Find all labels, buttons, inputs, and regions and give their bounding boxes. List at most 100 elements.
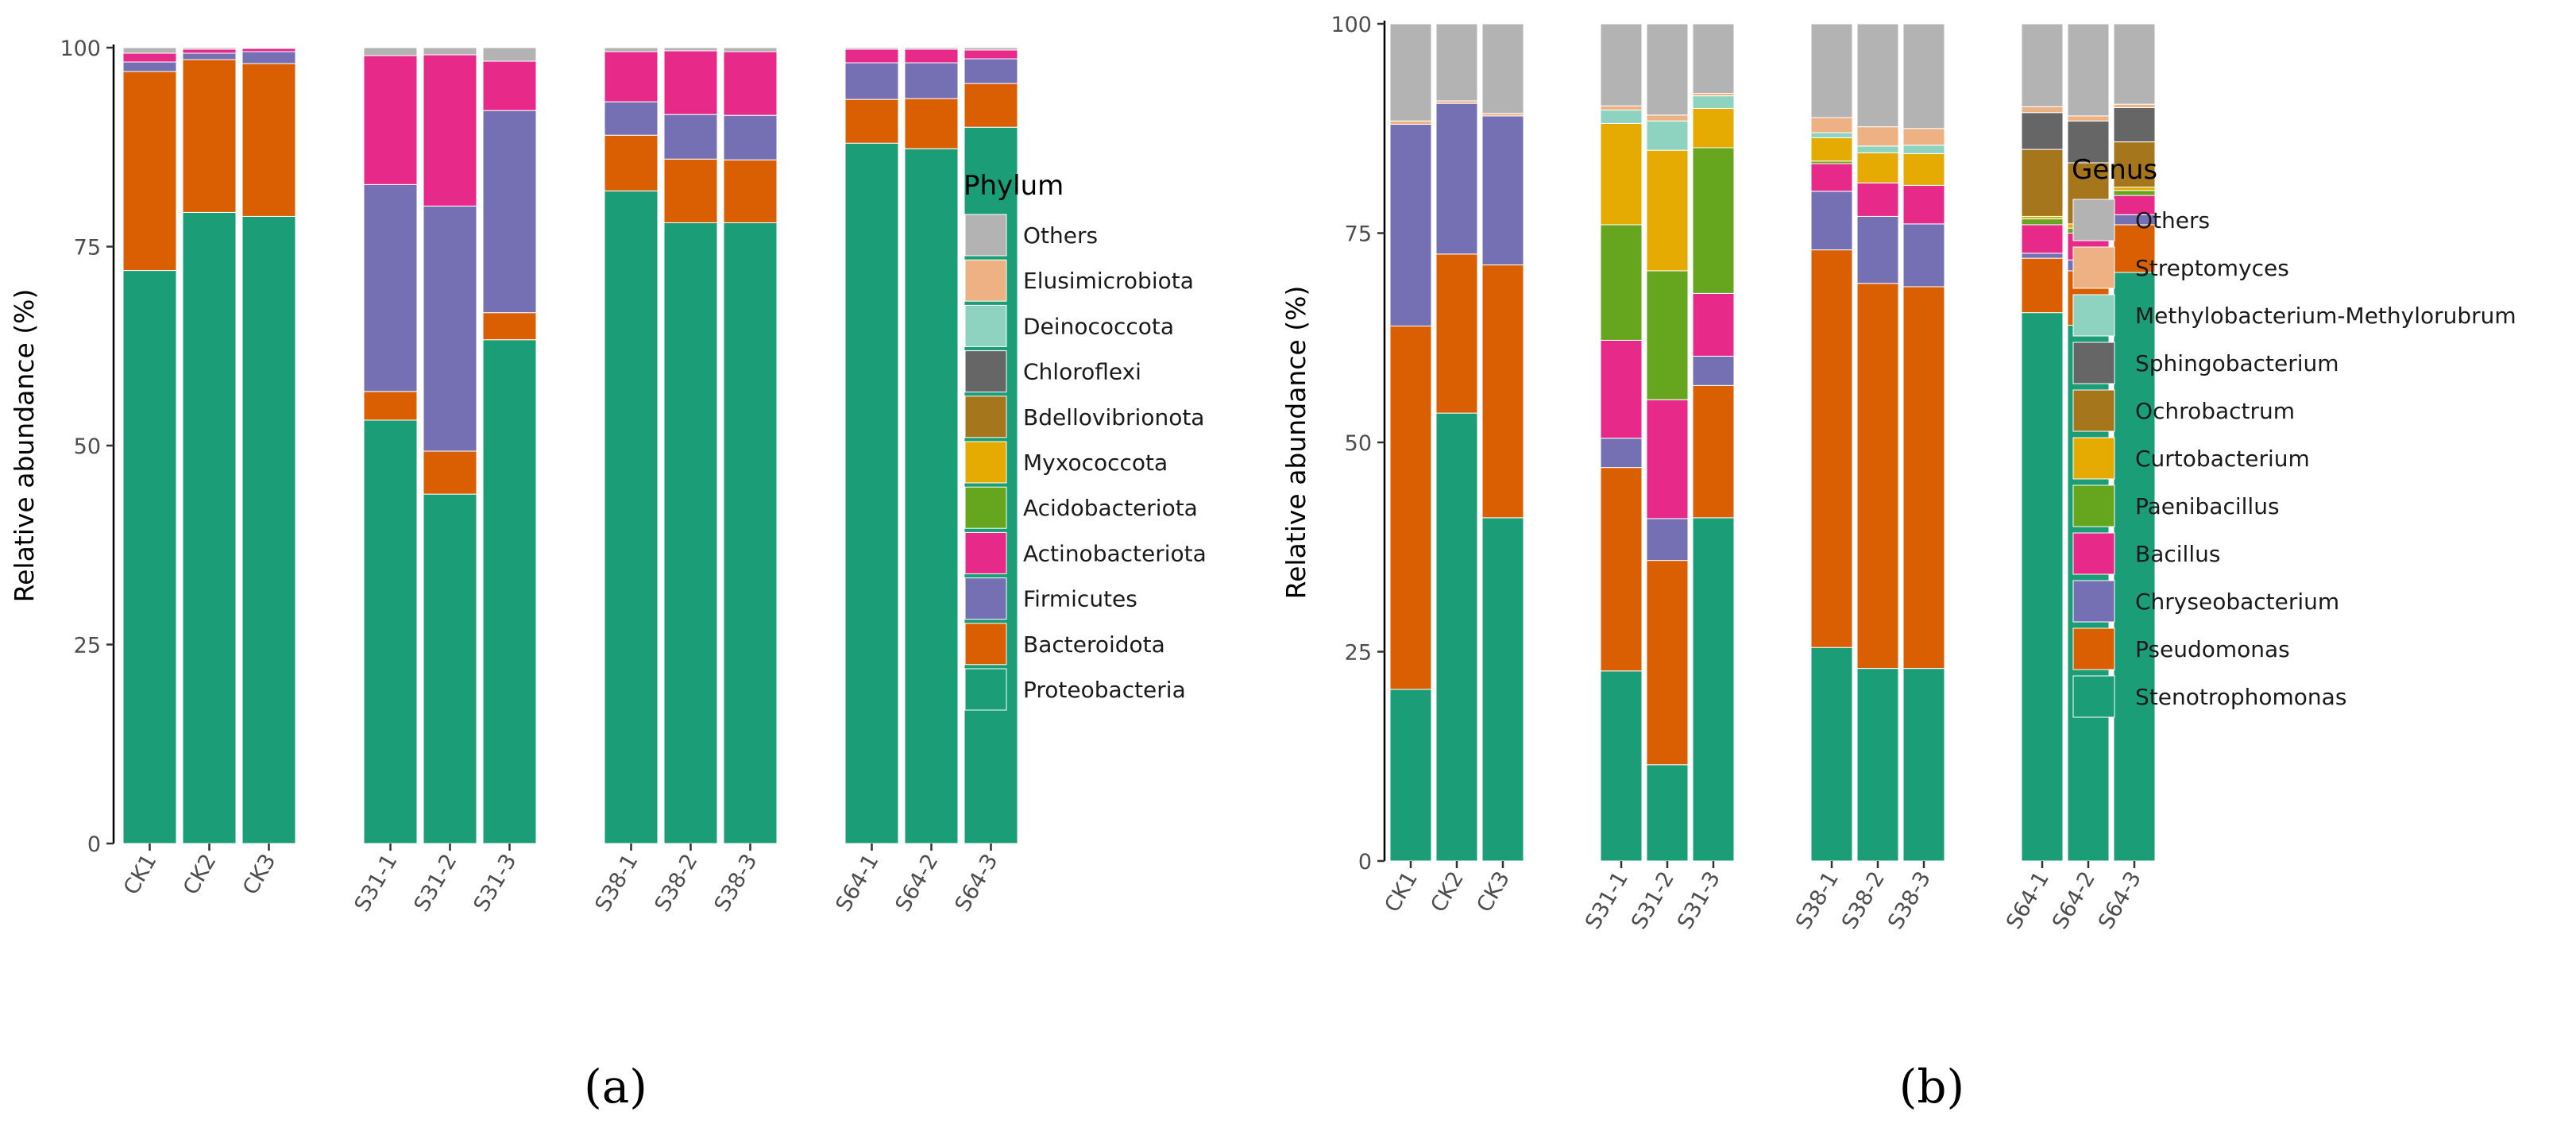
- phylum-y-tick-label-25: 25: [74, 634, 101, 658]
- genus-legend-label-sphingobacterium: Sphingobacterium: [2135, 350, 2339, 376]
- bar-segment-S64-3-actinobacteriota: [964, 49, 1018, 60]
- genus-legend-label-stenotrophomonas: Stenotrophomonas: [2135, 684, 2346, 710]
- bar-segment-CK2-bacteroidota: [182, 59, 237, 213]
- phylum-legend-key-others: [964, 214, 1007, 257]
- bar-segment-S31-2-firmicutes: [423, 205, 477, 452]
- bar-segment-S38-3-firmicutes: [723, 114, 778, 160]
- phylum-legend-key-bacteroidota: [964, 623, 1007, 666]
- bar-segment-S31-3-stenotrophomonas: [1692, 517, 1735, 862]
- bar-segment-S38-1-stenotrophomonas: [1810, 647, 1853, 862]
- genus-bars: [1389, 23, 2156, 862]
- genus-legend-label-streptomyces: Streptomyces: [2135, 255, 2289, 281]
- bar-segment-S64-1-stenotrophomonas: [2021, 312, 2064, 862]
- bar-segment-S31-2-curtobacterium: [1646, 149, 1689, 272]
- phylum-legend-label-acidobacteriota: Acidobacteriota: [1023, 495, 1198, 521]
- phylum-legend-label-bdellovibrionota: Bdellovibrionota: [1023, 404, 1204, 430]
- bar-segment-S38-1-actinobacteriota: [604, 51, 658, 102]
- genus-y-tick-label-25: 25: [1345, 641, 1372, 666]
- genus-legend-label-methylobacterium-methylorubrum: Methylobacterium-Methylorubrum: [2135, 303, 2516, 329]
- bar-segment-CK1-pseudomonas: [1389, 325, 1432, 690]
- bar-segment-S31-3-curtobacterium: [1692, 107, 1735, 149]
- bar-segment-S31-2-others: [423, 47, 477, 56]
- bar-segment-CK3-chryseobacterium: [1481, 115, 1524, 266]
- bar-segment-S38-3-stenotrophomonas: [1902, 668, 1945, 862]
- bar-segment-S38-2-actinobacteriota: [663, 50, 718, 115]
- genus-legend-label-ochrobactrum: Ochrobactrum: [2135, 398, 2295, 424]
- bar-segment-S38-3-streptomyces: [1902, 128, 1945, 146]
- genus-legend: Genus Others Streptomyces Methylobacterium-…: [2072, 154, 2516, 718]
- bar-segment-CK2-actinobacteriota: [182, 48, 237, 54]
- bar-segment-CK1-firmicutes: [122, 61, 177, 72]
- bar-segment-S31-2-bacteroidota: [423, 450, 477, 495]
- bar-segment-S64-1-firmicutes: [844, 62, 899, 100]
- bar-segment-CK3-firmicutes: [241, 51, 296, 64]
- genus-y-tick-label-0: 0: [1358, 850, 1372, 874]
- bar-segment-CK1-bacteroidota: [122, 71, 177, 272]
- bar-segment-S64-2-sphingobacterium: [2067, 120, 2110, 164]
- bar-segment-S38-2-others: [663, 47, 718, 52]
- genus-y-axis-title: Relative abundance (%): [1280, 286, 1311, 600]
- phylum-legend-label-elusimicrobiota: Elusimicrobiota: [1023, 268, 1194, 294]
- bar-segment-S38-3-others: [723, 47, 778, 52]
- bar-segment-S38-1-curtobacterium: [1810, 137, 1853, 162]
- phylum-legend-key-bdellovibrionota: [964, 396, 1007, 438]
- phylum-legend-key-chloroflexi: [964, 350, 1007, 393]
- bar-segment-CK3-pseudomonas: [1481, 264, 1524, 519]
- bar-segment-S38-1-pseudomonas: [1810, 249, 1853, 648]
- bar-segment-S64-2-proteobacteria: [904, 148, 959, 844]
- genus-legend-key-bacillus: [2072, 532, 2115, 575]
- bar-segment-S31-3-paenibacillus: [1692, 147, 1735, 294]
- bar-segment-S38-1-methylobacterium-methylorubrum: [1810, 132, 1853, 138]
- phylum-legend-label-firmicutes: Firmicutes: [1023, 586, 1137, 612]
- genus-legend-label-paenibacillus: Paenibacillus: [2135, 493, 2280, 519]
- bar-segment-S31-3-methylobacterium-methylorubrum: [1692, 95, 1735, 109]
- bar-segment-CK3-others: [1481, 23, 1524, 114]
- genus-legend-key-paenibacillus: [2072, 484, 2115, 527]
- bar-segment-CK1-proteobacteria: [122, 270, 177, 844]
- phylum-legend-label-deinococcota: Deinococcota: [1023, 313, 1174, 339]
- genus-legend-key-streptomyces: [2072, 246, 2115, 289]
- genus-legend-key-stenotrophomonas: [2072, 675, 2115, 718]
- bar-segment-S38-1-bacillus: [1810, 163, 1853, 192]
- bar-segment-S31-2-actinobacteriota: [423, 54, 477, 207]
- bar-segment-S64-1-pseudomonas: [2021, 257, 2064, 314]
- phylum-y-tick-label-75: 75: [74, 236, 101, 261]
- phylum-legend-label-others: Others: [1023, 222, 1098, 249]
- genus-legend-title: Genus: [2072, 154, 2157, 186]
- bar-segment-S38-2-bacillus: [1856, 182, 1899, 217]
- bar-segment-S31-2-pseudomonas: [1646, 560, 1689, 766]
- bar-segment-S31-3-firmicutes: [482, 110, 537, 314]
- phylum-legend-key-firmicutes: [964, 577, 1007, 620]
- bar-segment-S31-3-others: [1692, 23, 1735, 94]
- genus-legend-label-bacillus: Bacillus: [2135, 541, 2220, 567]
- bar-segment-S38-2-firmicutes: [663, 114, 718, 160]
- bar-segment-S64-2-actinobacteriota: [904, 48, 959, 64]
- bar-segment-S31-1-streptomyces: [1600, 105, 1643, 111]
- bar-segment-S38-3-pseudomonas: [1902, 286, 1945, 670]
- bar-segment-S64-1-ochrobactrum: [2021, 149, 2064, 217]
- bar-segment-CK2-others: [1435, 23, 1478, 102]
- genus-y-tick-label-100: 100: [1330, 13, 1372, 37]
- bar-segment-S38-2-curtobacterium: [1856, 152, 1899, 183]
- phylum-legend-label-chloroflexi: Chloroflexi: [1023, 359, 1141, 385]
- phylum-legend-key-proteobacteria: [964, 668, 1007, 711]
- bar-segment-CK3-bacteroidota: [241, 63, 296, 217]
- bar-segment-CK2-proteobacteria: [182, 211, 237, 844]
- bar-segment-CK2-pseudomonas: [1435, 253, 1478, 414]
- phylum-panel-label: (a): [584, 1060, 647, 1114]
- genus-legend-label-others: Others: [2135, 207, 2210, 234]
- bar-segment-S38-2-streptomyces: [1856, 126, 1899, 147]
- bar-segment-S38-3-methylobacterium-methylorubrum: [1902, 145, 1945, 154]
- bar-segment-S38-2-proteobacteria: [663, 222, 718, 844]
- phylum-y-axis-title: Relative abundance (%): [9, 289, 40, 603]
- bar-segment-CK2-stenotrophomonas: [1435, 412, 1478, 862]
- bar-segment-S64-3-bacillus: [2113, 195, 2156, 215]
- bar-segment-CK1-others: [1389, 23, 1432, 122]
- bar-segment-S64-1-streptomyces: [2021, 106, 2064, 114]
- phylum-legend-label-actinobacteriota: Actinobacteriota: [1023, 540, 1207, 566]
- bar-segment-CK1-others: [122, 47, 177, 54]
- bar-segment-S38-1-proteobacteria: [604, 190, 658, 844]
- genus-legend-key-sphingobacterium: [2072, 342, 2115, 384]
- bar-segment-S31-2-chryseobacterium: [1646, 518, 1689, 562]
